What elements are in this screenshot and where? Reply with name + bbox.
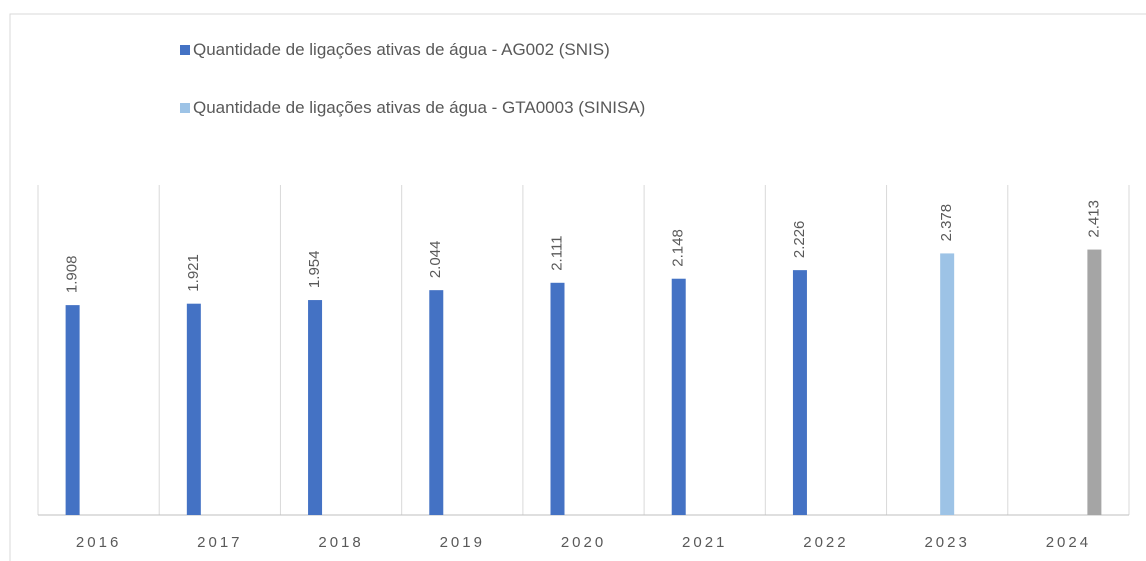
data-label: 2.413: [1085, 200, 1102, 238]
bar: [429, 290, 444, 515]
data-label: 2.044: [427, 241, 444, 279]
data-label: 1.921: [185, 254, 202, 292]
x-tick-label: 2017: [197, 534, 242, 551]
data-label: 2.226: [791, 221, 808, 259]
data-label: 2.378: [938, 204, 955, 242]
data-label: 2.148: [670, 229, 687, 267]
legend-label: Quantidade de ligações ativas de água - …: [193, 98, 646, 117]
bar: [308, 300, 323, 515]
x-tick-label: 2022: [803, 534, 848, 551]
bar: [940, 253, 955, 516]
x-tick-label: 2019: [440, 534, 485, 551]
data-label: 2.111: [548, 235, 565, 270]
x-tick-label: 2020: [561, 534, 606, 551]
legend-item: Quantidade de ligações ativas de água - …: [180, 34, 700, 66]
x-tick-label: 2021: [682, 534, 727, 551]
bar: [186, 303, 201, 515]
data-label: 1.908: [64, 256, 81, 294]
legend-swatch: [180, 103, 190, 113]
legend-item: Quantidade de ligações ativas de água - …: [180, 92, 700, 124]
x-tick-label: 2016: [76, 534, 121, 551]
bar: [671, 278, 686, 515]
x-tick-label: 2024: [1046, 534, 1091, 551]
legend: Quantidade de ligações ativas de água - …: [180, 34, 700, 150]
x-tick-label: 2018: [318, 534, 363, 551]
legend-label: Quantidade de ligações ativas de água - …: [193, 40, 610, 59]
bar: [1087, 249, 1102, 515]
bar: [550, 282, 565, 515]
bar: [792, 270, 807, 515]
legend-swatch: [180, 45, 190, 55]
frame: [9, 13, 1146, 561]
data-label: 1.954: [306, 251, 323, 289]
x-tick-label: 2023: [924, 534, 969, 551]
bar: [65, 305, 80, 515]
